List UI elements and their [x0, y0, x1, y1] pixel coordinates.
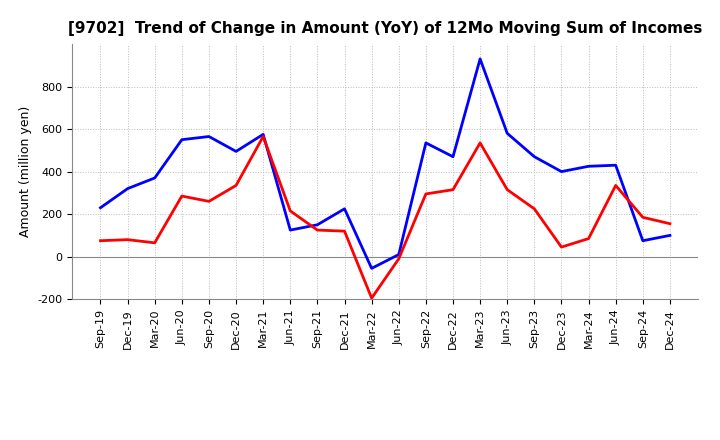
Net Income: [449, 187, 457, 192]
Net Income: [96, 238, 105, 243]
Ordinary Income: [395, 252, 403, 257]
Ordinary Income: [150, 175, 159, 180]
Net Income: [367, 296, 376, 301]
Net Income: [557, 245, 566, 250]
Net Income: [611, 183, 620, 188]
Ordinary Income: [367, 266, 376, 271]
Ordinary Income: [259, 132, 268, 137]
Ordinary Income: [639, 238, 647, 243]
Net Income: [178, 194, 186, 199]
Ordinary Income: [476, 56, 485, 62]
Net Income: [150, 240, 159, 246]
Net Income: [259, 134, 268, 139]
Ordinary Income: [421, 140, 430, 146]
Ordinary Income: [341, 206, 349, 212]
Net Income: [665, 221, 674, 226]
Net Income: [395, 256, 403, 261]
Net Income: [123, 237, 132, 242]
Line: Net Income: Net Income: [101, 136, 670, 298]
Ordinary Income: [286, 227, 294, 233]
Net Income: [503, 187, 511, 192]
Net Income: [286, 208, 294, 213]
Ordinary Income: [530, 154, 539, 159]
Net Income: [204, 199, 213, 204]
Ordinary Income: [584, 164, 593, 169]
Ordinary Income: [178, 137, 186, 142]
Net Income: [476, 140, 485, 146]
Net Income: [313, 227, 322, 233]
Ordinary Income: [232, 149, 240, 154]
Ordinary Income: [665, 233, 674, 238]
Net Income: [639, 215, 647, 220]
Ordinary Income: [611, 162, 620, 168]
Ordinary Income: [204, 134, 213, 139]
Net Income: [341, 228, 349, 234]
Net Income: [530, 206, 539, 212]
Y-axis label: Amount (million yen): Amount (million yen): [19, 106, 32, 237]
Ordinary Income: [313, 222, 322, 227]
Legend: Ordinary Income, Net Income: Ordinary Income, Net Income: [241, 438, 529, 440]
Ordinary Income: [503, 131, 511, 136]
Net Income: [232, 183, 240, 188]
Ordinary Income: [557, 169, 566, 174]
Net Income: [584, 236, 593, 241]
Net Income: [421, 191, 430, 197]
Title: [9702]  Trend of Change in Amount (YoY) of 12Mo Moving Sum of Incomes: [9702] Trend of Change in Amount (YoY) o…: [68, 21, 703, 36]
Line: Ordinary Income: Ordinary Income: [101, 59, 670, 268]
Ordinary Income: [96, 205, 105, 210]
Ordinary Income: [123, 186, 132, 191]
Ordinary Income: [449, 154, 457, 159]
